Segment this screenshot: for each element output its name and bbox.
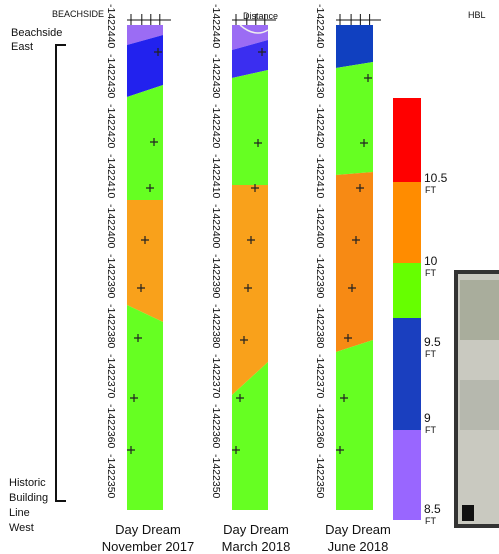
bracket <box>55 44 66 502</box>
legend-unit: FT <box>425 268 436 278</box>
legend-label: 8.5 <box>424 502 441 516</box>
axis-label: -1422390 <box>105 254 117 299</box>
marker <box>232 446 240 454</box>
photo <box>454 270 499 528</box>
legend-unit: FT <box>425 516 436 526</box>
axis-label: -1422380 <box>210 304 222 349</box>
marker <box>364 74 372 82</box>
header-right: HBL <box>468 10 486 20</box>
marker <box>130 394 138 402</box>
axis-label: -1422410 <box>210 154 222 199</box>
axis-label: -1422360 <box>210 404 222 449</box>
marker <box>348 284 356 292</box>
marker <box>244 284 252 292</box>
side-label: Line <box>9 507 30 519</box>
axis-label: -1422350 <box>210 454 222 499</box>
axis-label: -1422350 <box>105 454 117 499</box>
axis-label: -1422440 <box>210 4 222 49</box>
axis-label: -1422360 <box>314 404 326 449</box>
legend-unit: FT <box>425 185 436 195</box>
legend-unit: FT <box>425 425 436 435</box>
marker <box>127 446 135 454</box>
header-left: BEACHSIDE <box>52 9 104 19</box>
header-center: Distance <box>243 11 278 21</box>
axis-label: -1422420 <box>210 104 222 149</box>
axis-label: -1422440 <box>105 4 117 49</box>
panel-subtitle: March 2018 <box>222 539 291 554</box>
axis-label: -1422370 <box>105 354 117 399</box>
side-label: Beachside <box>11 27 62 39</box>
legend-label: 10 <box>424 254 438 268</box>
marker <box>150 138 158 146</box>
side-label: East <box>11 41 33 53</box>
marker <box>344 334 352 342</box>
marker <box>154 48 162 56</box>
marker <box>247 236 255 244</box>
marker <box>340 394 348 402</box>
marker <box>254 139 262 147</box>
legend-bar <box>393 98 421 520</box>
axis-label: -1422430 <box>210 54 222 99</box>
marker <box>352 236 360 244</box>
marker <box>251 184 259 192</box>
axis-label: -1422400 <box>210 204 222 249</box>
marker <box>137 284 145 292</box>
axis-label: -1422370 <box>210 354 222 399</box>
strip <box>336 25 373 510</box>
axis-label: -1422400 <box>314 204 326 249</box>
marker <box>240 336 248 344</box>
marker <box>134 334 142 342</box>
legend-label: 9 <box>424 411 431 425</box>
axis-label: -1422420 <box>105 104 117 149</box>
axis-label: -1422390 <box>210 254 222 299</box>
panel-subtitle: June 2018 <box>328 539 389 554</box>
axis-label: -1422380 <box>105 304 117 349</box>
marker <box>236 394 244 402</box>
axis-label: -1422410 <box>105 154 117 199</box>
axis-label: -1422410 <box>314 154 326 199</box>
axis-label: -1422440 <box>314 4 326 49</box>
axis-label: -1422430 <box>105 54 117 99</box>
marker <box>356 184 364 192</box>
axis-label: -1422430 <box>314 54 326 99</box>
axis-label: -1422380 <box>314 304 326 349</box>
side-label: Historic <box>9 477 46 489</box>
marker <box>360 139 368 147</box>
panel-subtitle: November 2017 <box>102 539 195 554</box>
axis-label: -1422400 <box>105 204 117 249</box>
legend-label: 10.5 <box>424 171 448 185</box>
axis-label: -1422350 <box>314 454 326 499</box>
axis-label: -1422370 <box>314 354 326 399</box>
panel-title: Day Dream <box>325 522 391 537</box>
strip <box>232 24 269 510</box>
marker <box>258 48 266 56</box>
legend-unit: FT <box>425 349 436 359</box>
axis-label: -1422360 <box>105 404 117 449</box>
strip <box>127 25 163 510</box>
side-label: West <box>9 522 34 534</box>
marker <box>146 184 154 192</box>
axis-label: -1422390 <box>314 254 326 299</box>
legend-label: 9.5 <box>424 335 441 349</box>
panel-title: Day Dream <box>115 522 181 537</box>
panel-title: Day Dream <box>223 522 289 537</box>
axis-label: -1422420 <box>314 104 326 149</box>
side-label: Building <box>9 492 48 504</box>
marker <box>336 446 344 454</box>
marker <box>141 236 149 244</box>
